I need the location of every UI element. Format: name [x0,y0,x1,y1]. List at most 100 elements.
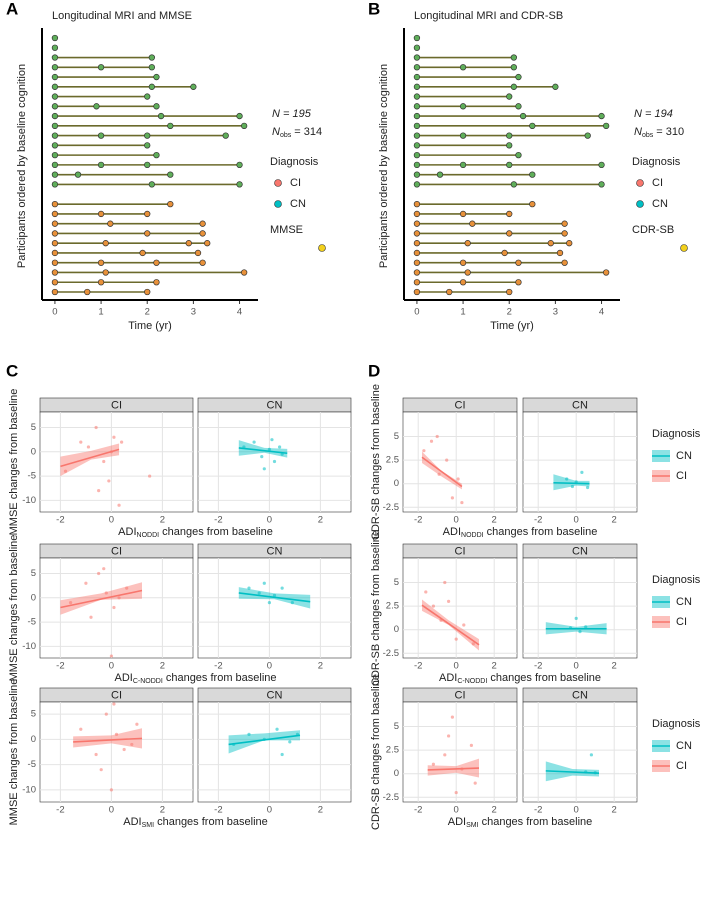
x-tick-label: -2 [56,661,64,672]
visit-marker [506,230,513,237]
data-point [148,474,152,478]
visit-marker [413,240,421,247]
data-point [94,425,98,430]
x-tick-label: 2 [612,805,617,816]
legend-title: Diagnosis [270,156,319,168]
y-tick-label: -5 [28,617,36,628]
visit-marker [459,210,467,218]
x-tick-label: 4 [237,307,242,318]
visit-marker [93,103,100,110]
visit-marker [51,34,59,42]
y-tick-label: 5 [394,721,399,732]
x-label-part: ADI [123,816,141,828]
legend-label: CI [652,177,663,189]
panel-bg [197,701,352,803]
x-tick-label: 0 [267,661,272,672]
panel-bg [522,557,638,659]
x-label-part: C-NODDI [457,678,487,685]
visit-marker [241,122,248,129]
x-tick-label: -2 [56,515,64,526]
x-tick-label: 2 [612,661,617,672]
data-point [443,580,447,585]
strip-label: CN [267,399,283,411]
fit-line [421,604,480,646]
visit-marker [413,64,421,71]
panel-bg [522,701,638,803]
strip-label: CI [111,545,122,557]
visit-marker [144,93,151,100]
x-tick-label: 0 [109,661,114,672]
visit-marker [603,122,610,129]
data-point [280,752,284,757]
x-tick-label: 1 [460,307,465,318]
x-tick-label: 0 [109,515,114,526]
x-label-part: ADI [439,672,457,684]
visit-marker [510,181,517,188]
visit-marker [148,64,155,71]
visit-marker [51,220,59,227]
visit-marker [529,201,536,208]
fit-line [238,592,311,603]
x-tick-label: 2 [492,515,497,526]
visit-marker [413,93,421,100]
nobs-part: = 314 [291,126,322,138]
data-point [262,581,266,585]
fit-line [228,734,301,746]
data-point [84,581,88,585]
visit-marker [413,161,421,169]
visit-marker [515,151,522,159]
data-point [437,472,441,476]
visit-marker [436,171,444,178]
visit-marker [51,64,59,71]
visit-marker [51,112,59,120]
x-label-part: NODDI [461,532,484,539]
visit-marker [529,171,536,178]
visit-marker [529,122,536,129]
visit-marker [153,279,160,286]
visit-marker [556,249,564,257]
visit-marker [413,230,421,237]
x-tick-label: 0 [454,661,459,672]
data-point [447,734,451,738]
x-tick-label: 0 [109,805,114,816]
visit-marker [446,288,453,296]
panel-letter: D [368,361,380,380]
nobs-part: obs [642,132,654,139]
data-point [280,586,284,590]
data-point [456,477,460,481]
data-point [580,470,584,474]
visit-marker [199,220,206,227]
visit-marker [107,220,114,227]
x-tick-label: 0 [52,307,57,318]
fit-line [60,589,143,609]
data-point [120,440,124,444]
y-tick-label: 2.5 [386,601,399,612]
visit-marker [51,161,59,169]
y-tick-label: 0 [31,734,36,745]
visit-marker [413,181,421,188]
visit-marker [413,259,421,266]
visit-marker [413,44,421,51]
legend-title: Diagnosis [652,718,701,730]
x-tick-label: -2 [214,805,222,816]
visit-marker [51,73,59,81]
visit-marker [97,132,105,139]
x-tick-label: -2 [56,805,64,816]
y-tick-label: 5 [394,577,399,588]
visit-marker [148,54,155,61]
x-label-part: ADI [114,672,132,684]
panel-bg [197,557,352,659]
visit-marker [167,171,174,178]
visit-marker [561,230,568,237]
x-tick-label: 2 [492,805,497,816]
data-point [247,732,251,736]
confidence-band [228,730,300,754]
legend-swatch [636,179,644,187]
visit-marker [413,279,421,286]
visit-marker [598,181,605,188]
y-tick-label: -2.5 [383,502,399,513]
strip-label: CI [455,399,466,411]
visit-marker [510,83,517,90]
legend-label: CI [676,760,687,772]
visit-marker [157,112,165,120]
